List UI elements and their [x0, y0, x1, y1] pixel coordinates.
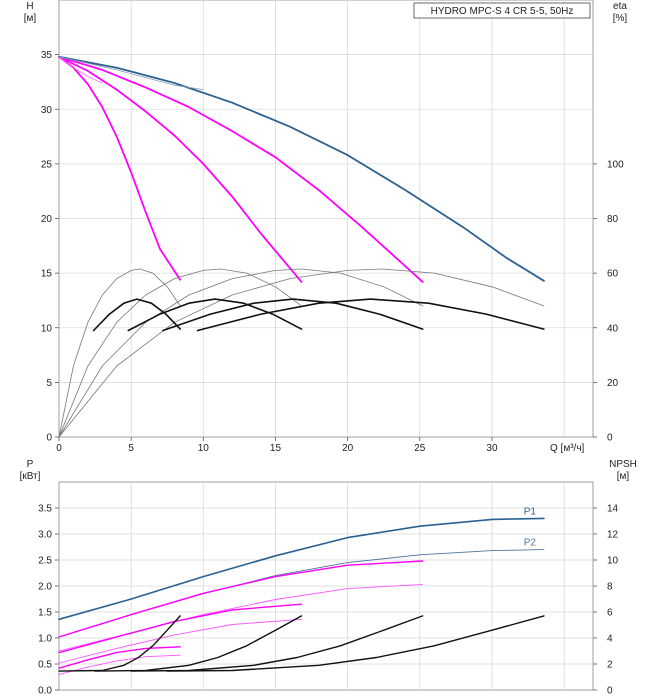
series-line-eta-thin — [58, 268, 545, 438]
head-y-tick-label: 25 — [41, 159, 53, 170]
power-y-tick-label: 2.0 — [38, 582, 52, 593]
power-y2-tick-label: 12 — [607, 530, 619, 541]
power-y2-tick-label: 10 — [607, 556, 619, 567]
power-grid — [59, 482, 593, 690]
head-tick-labels: 0 5 10 15 20 25 30 35 0 20 40 60 80 100 0 5 10 15 20 25 30 — [41, 50, 624, 454]
npsh-axis-label: NPSH — [609, 459, 637, 470]
power-npsh-panel: P1 P2 0.0 0.5 1.0 1.5 2.0 2.5 3.0 3.5 0 2 4 6 8 10 12 14… — [20, 459, 637, 697]
series-line-power — [58, 646, 181, 669]
power-y2-tick-label: 0 — [607, 686, 613, 697]
head-y2-tick-label: 0 — [607, 433, 613, 444]
flow-x-tick-label: 25 — [414, 443, 426, 454]
head-y2-tick-label: 80 — [607, 214, 619, 225]
head-efficiency-panel: 0 5 10 15 20 25 30 35 0 20 40 60 80 100 0 5 10 15 20 25 30 H… — [24, 0, 628, 454]
efficiency-axis-label: eta — [613, 1, 627, 12]
title-box — [413, 2, 591, 19]
head-y2-tick-label: 60 — [607, 269, 619, 280]
series-line-head — [58, 55, 424, 283]
series-line-power — [58, 654, 181, 675]
head-y2-tick-label: 20 — [607, 378, 619, 389]
series-label-p2: P2 — [524, 538, 537, 549]
power-y-tick-label: 0.0 — [38, 686, 52, 697]
power-y-tick-label: 3.5 — [38, 504, 52, 515]
power-axis-unit: [кВт] — [20, 471, 41, 482]
head-y-tick-label: 15 — [41, 269, 53, 280]
series-line-power — [58, 560, 424, 638]
head-y-tick-label: 20 — [41, 214, 53, 225]
power-y2-tick-label: 4 — [607, 634, 613, 645]
series-line-head — [58, 55, 182, 281]
power-y-tick-label: 1.5 — [38, 608, 52, 619]
series-line-eta — [162, 298, 424, 332]
series-line-eta-thin — [58, 268, 181, 438]
series-line-head-thin — [58, 56, 103, 84]
series-line-power — [58, 517, 545, 621]
series-line-power — [58, 618, 302, 664]
power-tick-labels: 0.0 0.5 1.0 1.5 2.0 2.5 3.0 3.5 0 2 4 6 8 10 12 14 — [38, 504, 618, 697]
npsh-axis-unit: [м] — [617, 471, 630, 482]
head-axis-label: H — [26, 1, 33, 12]
power-y2-tick-label: 2 — [607, 660, 613, 671]
power-series-group: P1 P2 — [58, 506, 545, 675]
series-line-eta — [127, 298, 303, 332]
series-line-head — [58, 55, 545, 282]
series-line-npsh — [166, 615, 545, 672]
flow-x-tick-label: 20 — [342, 443, 354, 454]
power-y2-tick-label: 6 — [607, 608, 613, 619]
head-y-tick-label: 5 — [46, 378, 52, 389]
flow-x-tick-label: 10 — [198, 443, 210, 454]
series-line-eta-thin — [58, 268, 302, 438]
power-y-tick-label: 1.0 — [38, 634, 52, 645]
series-line-head — [58, 55, 303, 283]
series-line-eta-thin — [58, 268, 424, 438]
head-y2-tick-label: 40 — [607, 323, 619, 334]
power-axis-label: P — [27, 459, 34, 470]
power-y-tick-label: 2.5 — [38, 556, 52, 567]
flow-axis-label: Q [м³/ч] — [550, 443, 585, 454]
head-series-group — [58, 55, 545, 438]
flow-x-tick-label: 15 — [270, 443, 282, 454]
chart-title: HYDRO MPC-S 4 CR 5-5, 50Hz — [431, 6, 574, 17]
series-line-eta — [196, 298, 545, 332]
power-y-tick-label: 0.5 — [38, 660, 52, 671]
head-axis-unit: [м] — [24, 13, 37, 24]
head-y-tick-label: 35 — [41, 50, 53, 61]
flow-x-tick-label: 30 — [486, 443, 498, 454]
efficiency-axis-unit: [%] — [613, 13, 628, 24]
series-label-p1: P1 — [524, 506, 537, 517]
head-y2-tick-label: 100 — [607, 159, 624, 170]
flow-x-tick-label: 0 — [56, 443, 62, 454]
power-y-tick-label: 3.0 — [38, 530, 52, 541]
head-y-tick-label: 10 — [41, 323, 53, 334]
head-y-tick-label: 30 — [41, 105, 53, 116]
power-y2-tick-label: 14 — [607, 504, 619, 515]
series-line-head-thin — [58, 56, 204, 90]
series-line-eta — [92, 298, 181, 332]
flow-x-tick-label: 5 — [128, 443, 134, 454]
head-y-tick-label: 0 — [46, 433, 52, 444]
power-y2-tick-label: 8 — [607, 582, 613, 593]
